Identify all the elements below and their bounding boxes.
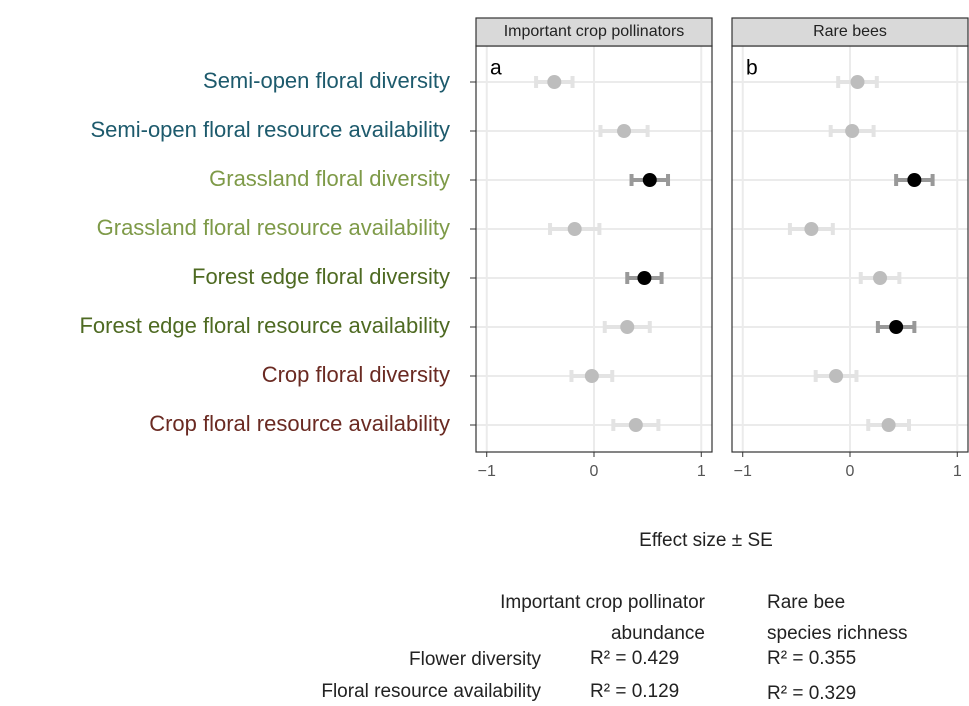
category-label: Semi-open floral diversity: [203, 68, 450, 93]
point: [617, 124, 632, 138]
category-label: Crop floral resource availability: [149, 411, 450, 436]
x-tick-label: −1: [478, 463, 496, 480]
point: [829, 369, 844, 383]
panel-label: b: [746, 57, 758, 80]
point: [637, 271, 652, 285]
point: [850, 75, 865, 89]
table-cell: R² = 0.429: [590, 648, 679, 669]
strip: [731, 17, 969, 47]
x-tick-label: 0: [590, 463, 599, 480]
table-cell: R² = 0.355: [767, 648, 856, 669]
point: [804, 222, 819, 236]
strip-title: Rare bees: [813, 23, 887, 40]
table-header: species richness: [767, 623, 907, 644]
table-cell: R² = 0.329: [767, 683, 856, 704]
table-row-label: Floral resource availability: [321, 681, 541, 702]
point: [642, 173, 657, 187]
point: [567, 222, 582, 236]
strip-title: Important crop pollinators: [504, 23, 685, 40]
category-label: Forest edge floral resource availability: [79, 313, 450, 338]
table-cell: R² = 0.129: [590, 681, 679, 702]
category-label: Semi-open floral resource availability: [91, 117, 451, 142]
category-label: Crop floral diversity: [262, 362, 450, 387]
point: [889, 320, 904, 334]
point: [584, 369, 599, 383]
x-tick-label: 0: [846, 463, 855, 480]
x-tick-label: −1: [734, 463, 752, 480]
category-label: Grassland floral resource availability: [97, 215, 450, 240]
point: [620, 320, 635, 334]
x-tick-label: 1: [953, 463, 962, 480]
point: [907, 173, 922, 187]
point: [628, 418, 643, 432]
point: [547, 75, 562, 89]
x-axis-label: Effect size ± SE: [639, 530, 773, 551]
point: [873, 271, 888, 285]
category-label: Grassland floral diversity: [209, 166, 450, 191]
category-label: Forest edge floral diversity: [192, 264, 450, 289]
table-header: Important crop pollinator: [500, 592, 706, 613]
table-row-label: Flower diversity: [409, 649, 541, 670]
table-header: Rare bee: [767, 592, 845, 613]
table-header: abundance: [611, 623, 705, 644]
panel-label: a: [490, 57, 502, 80]
point: [881, 418, 896, 432]
point: [845, 124, 860, 138]
strip: [475, 17, 713, 47]
x-tick-label: 1: [697, 463, 706, 480]
